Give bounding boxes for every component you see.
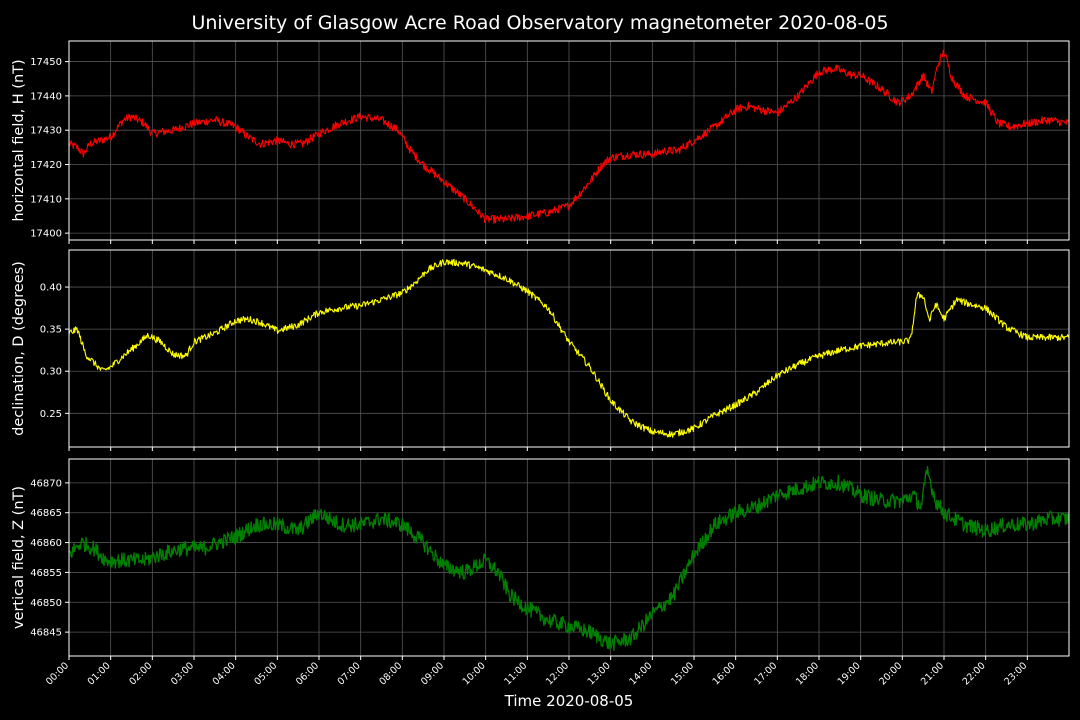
series-line — [68, 465, 1070, 651]
y-tick-label: 46855 — [30, 568, 62, 579]
x-tick-label: 03:00 — [169, 660, 196, 687]
panel-frame — [68, 249, 1070, 448]
chart-title: University of Glasgow Acre Road Observat… — [191, 12, 888, 34]
y-tick-label: 46870 — [30, 478, 62, 489]
x-tick-label: 18:00 — [794, 660, 821, 687]
x-axis-label: Time 2020-08-05 — [504, 692, 634, 710]
x-tick-label: 19:00 — [836, 660, 863, 687]
x-tick-label: 11:00 — [502, 660, 529, 687]
y-tick-label: 0.35 — [40, 325, 62, 336]
x-tick-label: 10:00 — [461, 660, 488, 687]
y-tick-label: 17430 — [30, 126, 62, 137]
x-tick-label: 20:00 — [877, 660, 904, 687]
x-tick-label: 04:00 — [211, 660, 238, 687]
series-line — [68, 258, 1070, 438]
x-tick-label: 05:00 — [252, 660, 279, 687]
y-tick-label: 0.25 — [40, 409, 62, 420]
x-tick-label: 15:00 — [669, 660, 696, 687]
y-tick-label: 46850 — [30, 598, 62, 609]
x-tick-label: 02:00 — [127, 660, 154, 687]
x-tick-label: 14:00 — [627, 660, 654, 687]
panel-frame — [68, 40, 1070, 241]
x-tick-label: 23:00 — [1002, 660, 1029, 687]
x-tick-label: 00:00 — [44, 660, 71, 687]
y-tick-label: 17420 — [30, 160, 62, 171]
x-tick-label: 12:00 — [544, 660, 571, 687]
y-axis-label: declination, D (degrees) — [11, 261, 27, 436]
y-tick-label: 0.30 — [40, 367, 62, 378]
x-tick-label: 01:00 — [86, 660, 113, 687]
x-tick-label: 08:00 — [377, 660, 404, 687]
panel-1: 17400 17410 17420 17430 17440 17450horizontal… — [11, 40, 1070, 244]
x-tick-label: 09:00 — [419, 660, 446, 687]
y-tick-label: 17440 — [30, 91, 62, 102]
x-tick-label: 07:00 — [336, 660, 363, 687]
x-tick-label: 13:00 — [586, 660, 613, 687]
y-tick-label: 46845 — [30, 628, 62, 639]
panel-2: 0.25 0.30 0.35 0.40 declination, D (degrees) — [11, 249, 1070, 451]
y-tick-label: 17400 — [30, 229, 62, 240]
x-tick-label: 17:00 — [752, 660, 779, 687]
series-line — [68, 49, 1070, 224]
y-tick-label: 46860 — [30, 538, 62, 549]
y-axis-label: horizontal field, H (nT) — [11, 59, 27, 221]
y-tick-label: 46865 — [30, 508, 62, 519]
x-tick-label: 22:00 — [961, 660, 988, 687]
y-tick-label: 0.40 — [40, 283, 62, 294]
panel-3: 00:00 01:00 02:00 03:00 04:00 05:00 06:00 07:00… — [11, 458, 1070, 687]
x-tick-label: 21:00 — [919, 660, 946, 687]
x-tick-label: 06:00 — [294, 660, 321, 687]
x-tick-label: 16:00 — [711, 660, 738, 687]
y-tick-label: 17410 — [30, 194, 62, 205]
panel-frame — [68, 458, 1070, 657]
y-tick-label: 17450 — [30, 57, 62, 68]
y-axis-label: vertical field, Z (nT) — [11, 486, 27, 629]
